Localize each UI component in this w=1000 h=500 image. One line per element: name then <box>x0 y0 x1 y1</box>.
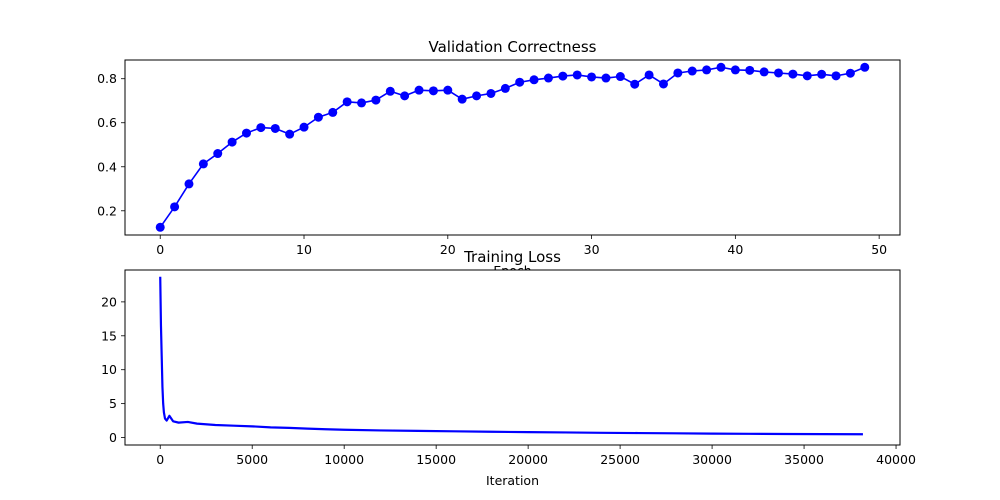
validation-data-point <box>472 91 482 101</box>
training-loss-axes-frame <box>124 269 901 446</box>
validation-data-point <box>457 94 467 104</box>
validation-data-point <box>630 79 640 89</box>
training-loss-series <box>159 276 863 436</box>
validation-x-tick-label: 20 <box>440 242 456 257</box>
validation-ticks: 0 10 20 30 40 50 0.2 0.4 0.6 0.8 <box>97 71 887 257</box>
training-loss-x-tick-label: 30000 <box>692 452 732 467</box>
training-loss-chart: 0 5000 10000 15000 20000 25000 30000 35000 40000… <box>101 248 916 488</box>
validation-data-point <box>285 129 295 139</box>
validation-data-point <box>428 86 438 96</box>
validation-data-point <box>774 68 784 78</box>
validation-data-point <box>357 98 367 108</box>
validation-data-point <box>817 69 827 79</box>
validation-y-tick-label: 0.4 <box>97 159 117 174</box>
validation-data-point <box>673 68 683 78</box>
training-loss-x-tick-label: 10000 <box>324 452 364 467</box>
training-loss-x-label: Iteration <box>486 473 539 488</box>
training-loss-title: Training Loss <box>463 248 561 266</box>
validation-y-tick-label: 0.8 <box>97 71 117 86</box>
validation-data-point <box>155 222 165 232</box>
training-loss-y-tick-label: 10 <box>101 362 117 377</box>
training-loss-y-tick-label: 20 <box>101 294 117 309</box>
validation-data-point <box>745 65 755 75</box>
validation-data-point <box>658 79 668 89</box>
validation-data-point <box>788 69 798 79</box>
validation-data-point <box>241 128 251 138</box>
validation-series <box>155 62 870 232</box>
validation-data-point <box>601 73 611 83</box>
training-loss-background <box>125 270 900 445</box>
validation-data-point <box>730 65 740 75</box>
validation-chart: 0 10 20 30 40 50 0.2 0.4 0.6 0.8 Validation Corre… <box>97 38 901 278</box>
validation-data-point <box>270 123 280 133</box>
training-loss-ticks: 0 5000 10000 15000 20000 25000 30000 35000 40000… <box>101 294 916 467</box>
validation-data-point <box>385 86 395 96</box>
validation-data-point <box>587 72 597 82</box>
validation-data-point <box>313 112 323 122</box>
validation-y-tick-label: 0.6 <box>97 115 117 130</box>
validation-data-point <box>702 65 712 75</box>
validation-data-point <box>515 77 525 87</box>
validation-data-point <box>213 149 223 159</box>
validation-data-point <box>802 71 812 81</box>
validation-data-point <box>443 85 453 95</box>
training-loss-y-tick-label: 5 <box>109 396 117 411</box>
validation-data-point <box>529 75 539 85</box>
validation-data-point <box>371 95 381 105</box>
validation-data-point <box>227 137 237 147</box>
validation-data-point <box>759 67 769 77</box>
validation-data-point <box>831 71 841 81</box>
training-loss-x-tick-label: 0 <box>156 452 164 467</box>
validation-data-point <box>328 107 338 117</box>
training-loss-x-tick-label: 20000 <box>508 452 548 467</box>
training-loss-x-tick-label: 5000 <box>236 452 268 467</box>
validation-data-point <box>170 202 180 212</box>
training-loss-x-tick-label: 35000 <box>784 452 824 467</box>
training-loss-y-tick-label: 15 <box>101 328 117 343</box>
validation-data-point <box>486 88 496 98</box>
validation-data-point <box>572 70 582 80</box>
validation-data-point <box>342 97 352 107</box>
validation-data-point <box>644 70 654 80</box>
validation-data-point <box>500 83 510 93</box>
validation-data-point <box>184 179 194 189</box>
validation-data-point <box>256 123 266 133</box>
training-loss-y-tick-label: 0 <box>109 430 117 445</box>
training-loss-x-tick-label: 40000 <box>876 452 916 467</box>
training-loss-x-tick-label: 15000 <box>416 452 456 467</box>
validation-axes-frame <box>124 59 901 236</box>
validation-data-point <box>558 71 568 81</box>
validation-data-point <box>543 73 553 83</box>
validation-data-point <box>716 62 726 72</box>
validation-x-tick-label: 10 <box>296 242 312 257</box>
validation-data-point <box>860 62 870 72</box>
validation-x-tick-label: 30 <box>584 242 600 257</box>
validation-x-tick-label: 40 <box>727 242 743 257</box>
validation-data-point <box>615 72 625 82</box>
validation-data-point <box>414 85 424 95</box>
validation-data-point <box>687 66 697 76</box>
validation-x-tick-label: 0 <box>156 242 164 257</box>
validation-y-tick-label: 0.2 <box>97 203 117 218</box>
validation-data-point <box>845 68 855 78</box>
validation-x-tick-label: 50 <box>871 242 887 257</box>
training-loss-x-tick-label: 25000 <box>600 452 640 467</box>
validation-title: Validation Correctness <box>429 38 597 56</box>
training-loss-series-line <box>159 276 863 436</box>
validation-data-point <box>198 159 208 169</box>
validation-data-point <box>400 91 410 101</box>
validation-data-point <box>299 122 309 132</box>
